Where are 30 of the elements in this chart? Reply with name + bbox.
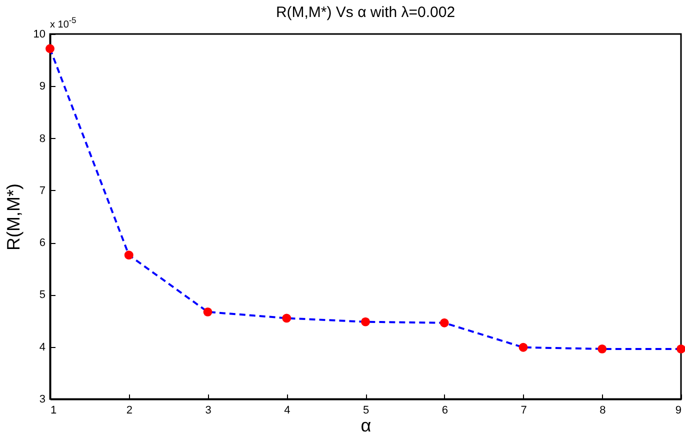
x-tick-label: 3 <box>205 404 212 416</box>
x-tick-label: 7 <box>520 404 527 416</box>
point <box>518 342 528 352</box>
chart-title: R(M,M*) Vs α with λ=0.002 <box>276 4 456 21</box>
y-axis-title: R(M,M*) <box>3 184 24 250</box>
y-tick-label: 8 <box>39 132 46 145</box>
x-tick-label: 6 <box>442 404 448 416</box>
point <box>203 307 212 316</box>
y-tick-label: 6 <box>39 237 46 250</box>
point <box>676 344 685 354</box>
x-tick-label: 2 <box>126 404 132 416</box>
y-tick-label: 9 <box>39 80 46 93</box>
point <box>46 44 54 54</box>
point <box>440 318 449 328</box>
x-axis-title: α <box>360 416 372 434</box>
x-tick-label: 9 <box>675 404 682 416</box>
x-tick-label: 1 <box>50 404 57 416</box>
x-tick-label: 5 <box>362 404 370 416</box>
x-tick-label: 4 <box>284 404 290 416</box>
point <box>124 250 134 260</box>
point <box>282 314 292 323</box>
x-tick-label: 8 <box>600 404 606 416</box>
y-tick-label: 5 <box>39 289 46 302</box>
y-tick-label: 3 <box>39 394 46 406</box>
point <box>598 344 607 354</box>
y-tick-label: 7 <box>39 184 46 197</box>
y-tick-label: 10 <box>33 28 46 40</box>
y-tick-label: 4 <box>39 341 46 354</box>
text: x 10$^{-5}$ <box>50 15 76 30</box>
point <box>361 317 370 326</box>
